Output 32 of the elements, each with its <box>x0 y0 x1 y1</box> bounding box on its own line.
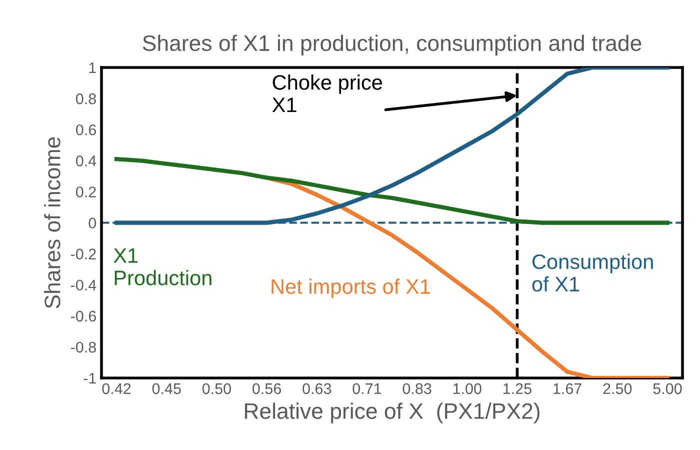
x-tick-label: 0.71 <box>352 383 382 394</box>
x-tick-label: 5.00 <box>653 383 682 394</box>
x-tick-label: 1.67 <box>554 383 582 394</box>
x-tick-label: 0.83 <box>402 383 432 394</box>
y-tick-label: 0.2 <box>76 186 96 198</box>
x-tick-label: 2.50 <box>603 383 632 394</box>
y-tick-label: -0.8 <box>70 342 96 353</box>
text: X1 Production <box>114 248 212 286</box>
x-tick-label: 0.56 <box>252 383 281 394</box>
line-series <box>264 176 670 378</box>
y-tick-label: -0.4 <box>70 280 96 291</box>
x-tick-label: 0.42 <box>102 383 131 394</box>
y-tick-label: 0.6 <box>76 124 96 136</box>
y-tick-label: -0.2 <box>70 248 96 260</box>
y-tick-label: 0.8 <box>76 93 96 104</box>
y-tick-label: -0.6 <box>70 310 96 322</box>
y-tick-label: -1 <box>84 373 96 384</box>
y-axis-title: Shares of income <box>44 137 60 308</box>
x-tick-label: 0.63 <box>302 383 332 394</box>
x-tick-label: 0.50 <box>202 383 231 394</box>
y-tick-label: 0 <box>88 218 96 228</box>
y-tick-label: 0.4 <box>76 156 96 166</box>
line-series <box>114 157 670 225</box>
x-tick-label: 1.00 <box>453 383 482 394</box>
series-label: Net imports of X1 <box>272 278 430 298</box>
x-axis-title: Relative price of X (PX1/PX2) <box>245 402 540 424</box>
chart-title: Shares of X1 in production, consumption and trade <box>142 34 642 56</box>
x-tick-label: 1.25 <box>504 383 532 394</box>
y-tick-label: 1 <box>89 62 96 74</box>
x-tick-label: 0.45 <box>152 383 181 394</box>
text: Consumption of X1 <box>532 254 653 292</box>
annotation: Choke price X1 <box>272 74 382 112</box>
